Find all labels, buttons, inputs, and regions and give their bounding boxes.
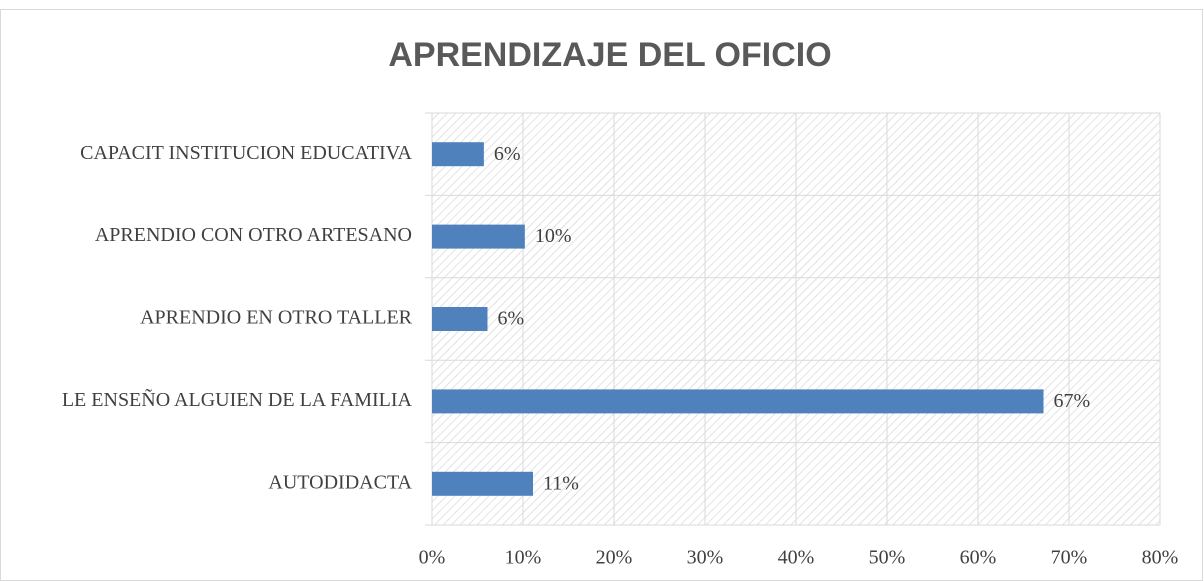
x-tick-label: 10% xyxy=(505,547,542,569)
y-tick-label: APRENDIO EN OTRO TALLER xyxy=(140,307,413,329)
bar xyxy=(432,142,484,167)
y-tick-label: CAPACIT INSTITUCION EDUCATIVA xyxy=(80,142,412,164)
bar xyxy=(432,389,1044,414)
value-label: 10% xyxy=(535,225,572,247)
value-label: 6% xyxy=(498,308,525,330)
bar xyxy=(432,307,488,331)
x-tick-label: 40% xyxy=(778,547,815,569)
bar xyxy=(432,224,525,249)
value-label: 11% xyxy=(543,472,579,494)
y-tick-label: AUTODIDACTA xyxy=(268,471,412,493)
chart-title: APRENDIZAJE DEL OFICIO xyxy=(388,36,831,74)
value-label: 67% xyxy=(1054,390,1091,412)
x-tick-label: 80% xyxy=(1142,547,1179,569)
value-label: 6% xyxy=(494,143,521,165)
x-tick-label: 20% xyxy=(596,547,633,569)
x-tick-label: 0% xyxy=(419,547,446,569)
x-tick-label: 30% xyxy=(687,547,724,569)
x-tick-label: 70% xyxy=(1051,547,1088,569)
y-tick-label: APRENDIO CON OTRO ARTESANO xyxy=(95,224,412,246)
x-tick-label: 50% xyxy=(869,547,906,569)
y-tick-label: LE ENSEÑO ALGUIEN DE LA FAMILIA xyxy=(62,387,413,411)
bar xyxy=(432,471,534,496)
x-tick-label: 60% xyxy=(960,547,997,569)
